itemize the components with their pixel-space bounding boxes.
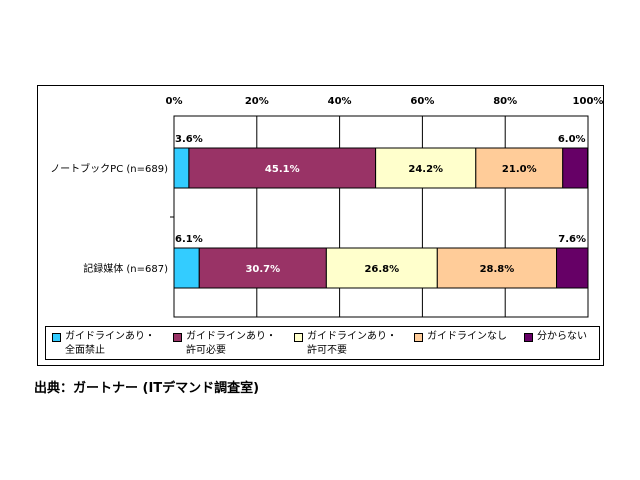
data-label-1-3: 28.8% [480,264,515,275]
legend-label-1-line2: 許可必要 [186,345,226,356]
legend: ガイドラインあり・ 全面禁止 ガイドラインあり・ 許可必要 ガイドラインあり・ … [45,326,600,360]
bar-segment-1-0 [173,247,200,289]
bar-segment-0-1 [188,147,377,189]
x-tick-label-3: 60% [410,96,434,107]
category-label-0: ノートブックPC (n=689) [50,162,168,175]
bar-segment-1-4 [556,247,589,289]
stacked-bar-chart: 0% 20% 40% 60% 80% 100% ノートブックPC (n=689) 3.6% 45… [50,96,604,318]
x-tick-label-2: 40% [328,96,352,107]
data-label-1-0: 6.1% [175,234,203,245]
bar-segment-0-4 [562,147,589,189]
bar-segment-1-2 [325,247,438,289]
legend-label-0-line2: 全面禁止 [65,345,105,356]
legend-swatch-4 [524,333,533,342]
bar-segment-0-0 [173,147,190,189]
x-tick-label-5: 100% [573,96,604,107]
legend-swatch-2 [294,333,303,342]
x-tick-label-1: 20% [245,96,269,107]
data-label-0-1: 45.1% [265,164,300,175]
x-tick-label-4: 80% [493,96,517,107]
legend-label-3-line1: ガイドラインなし [427,331,507,342]
legend-label-4-line1: 分からない [537,331,587,342]
legend-label-0-line1: ガイドラインあり・ [65,331,155,342]
legend-label-1-line1: ガイドラインあり・ [186,331,276,342]
legend-label-2-line2: 許可不要 [307,345,347,356]
legend-swatch-1 [173,333,182,342]
bar-segment-0-2 [375,147,477,189]
legend-swatch-3 [414,333,423,342]
data-label-0-3: 21.0% [502,164,537,175]
data-label-1-4: 7.6% [558,234,586,245]
data-label-0-4: 6.0% [558,134,586,145]
legend-swatch-0 [52,333,61,342]
chart-frame: 0% 20% 40% 60% 80% 100% ノートブックPC (n=689) 3.6% 45… [37,85,604,366]
data-label-1-2: 26.8% [364,264,399,275]
source-caption: 出典：ガートナー (ITデマンド調査室) [34,381,260,396]
legend-label-2-line1: ガイドラインあり・ [307,331,397,342]
x-tick-label-0: 0% [166,96,183,107]
category-label-1: 記録媒体 (n=687) [83,262,168,275]
data-label-1-1: 30.7% [245,264,280,275]
data-label-0-2: 24.2% [408,164,443,175]
data-label-0-0: 3.6% [175,134,203,145]
